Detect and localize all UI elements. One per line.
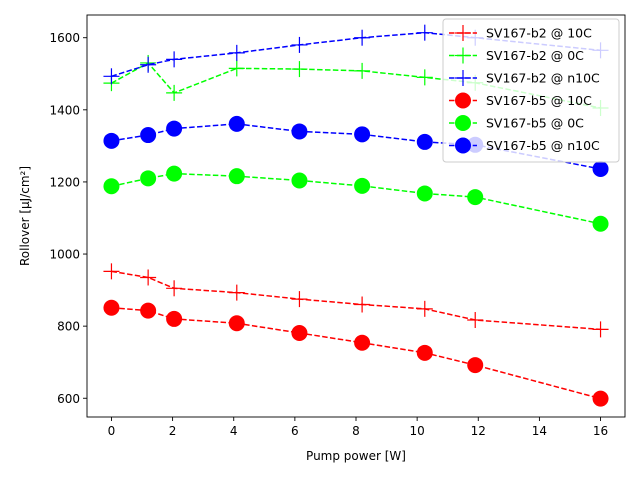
legend-marker [455, 115, 471, 131]
data-point [228, 115, 245, 132]
legend-label: SV167-b2 @ n10C [486, 71, 600, 86]
data-point [354, 29, 371, 46]
data-point [416, 24, 433, 41]
legend-item: SV167-b5 @ 0C [449, 115, 584, 131]
data-point [416, 185, 433, 202]
data-point [166, 84, 183, 101]
series-5 [103, 165, 609, 232]
data-point [103, 178, 120, 195]
data-point [416, 69, 433, 86]
data-point [166, 120, 183, 137]
legend-item: SV167-b2 @ 0C [449, 47, 584, 64]
data-point [416, 300, 433, 317]
x-tick-label: 0 [108, 424, 116, 438]
y-tick-label: 1000 [49, 248, 80, 262]
data-point [467, 357, 484, 374]
legend-box [442, 18, 620, 163]
data-point [140, 56, 157, 73]
data-point [291, 172, 308, 189]
data-point [354, 296, 371, 313]
y-axis-label: Rollover [μJ/cm²] [18, 166, 32, 266]
legend-label: SV167-b5 @ 10C [486, 93, 592, 108]
data-point [140, 127, 157, 144]
series-line [111, 307, 601, 400]
data-point [291, 324, 308, 341]
y-tick-label: 1400 [49, 103, 80, 117]
data-point [228, 168, 245, 185]
series-4 [103, 299, 609, 407]
data-point [592, 390, 609, 407]
x-tick-label: 4 [230, 424, 238, 438]
x-tick-label: 16 [593, 424, 608, 438]
data-point [354, 177, 371, 194]
legend: SV167-b2 @ 10C SV167-b2 @ 0C SV167-b2 @ n1… [442, 18, 620, 163]
data-point [592, 160, 609, 177]
data-point [103, 132, 120, 149]
data-point [103, 263, 120, 280]
data-point [354, 334, 371, 351]
data-point [103, 299, 120, 316]
series-group [103, 24, 609, 407]
data-point [291, 36, 308, 53]
data-point [354, 126, 371, 143]
data-point [140, 170, 157, 187]
data-point [354, 62, 371, 79]
legend-item: SV167-b5 @ 10C [449, 92, 592, 109]
series-line [111, 270, 601, 331]
data-point [416, 133, 433, 150]
data-point [592, 321, 609, 338]
legend-label: SV167-b2 @ 10C [486, 26, 592, 41]
data-point [103, 68, 120, 85]
data-point [467, 189, 484, 206]
x-tick-label: 14 [532, 424, 547, 438]
series-1 [103, 263, 609, 338]
y-tick-label: 600 [57, 392, 80, 406]
x-tick-label: 12 [471, 424, 486, 438]
legend-label: SV167-b2 @ 0C [486, 48, 584, 63]
data-point [291, 61, 308, 78]
data-point [291, 123, 308, 140]
legend-item: SV167-b5 @ n10C [449, 137, 600, 154]
data-point [166, 51, 183, 68]
legend-marker [455, 92, 471, 109]
data-point [228, 315, 245, 332]
y-tick-label: 1600 [49, 31, 80, 45]
x-tick-label: 8 [352, 424, 360, 438]
x-tick-label: 10 [409, 424, 424, 438]
legend-item: SV167-b2 @ n10C [449, 70, 600, 86]
y-tick-label: 800 [57, 320, 80, 334]
legend-label: SV167-b5 @ n10C [486, 138, 600, 153]
data-point [140, 269, 157, 286]
y-tick-label: 1200 [49, 175, 80, 189]
x-tick-label: 2 [169, 424, 177, 438]
data-point [416, 344, 433, 361]
legend-label: SV167-b5 @ 0C [486, 116, 584, 131]
data-point [166, 280, 183, 297]
data-point [467, 312, 484, 329]
data-point [228, 44, 245, 61]
axes: 0 2 4 6 8 10 12 14 16 600 800 1000 1200 1400 1600 [49, 14, 626, 438]
x-axis-label: Pump power [W] [306, 449, 406, 463]
data-point [228, 60, 245, 77]
data-point [228, 284, 245, 301]
data-point [592, 215, 609, 232]
series-line [111, 172, 601, 225]
data-point [140, 302, 157, 319]
x-tick-label: 6 [291, 424, 299, 438]
data-point [291, 291, 308, 308]
legend-item: SV167-b2 @ 10C [449, 25, 592, 41]
plot-area [103, 24, 609, 407]
data-point [166, 165, 183, 182]
legend-marker [455, 137, 471, 154]
data-point [166, 310, 183, 327]
